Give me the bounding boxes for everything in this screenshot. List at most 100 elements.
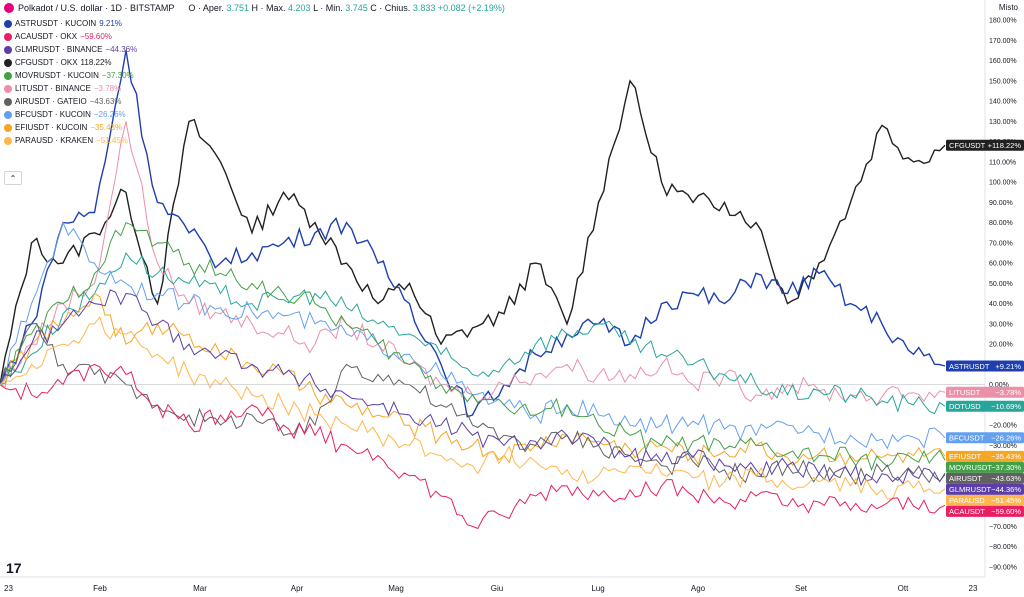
coin-icon [4, 110, 12, 119]
series-tag: ASTRUSDT +9.21% [946, 360, 1024, 372]
series-tag-value: +118.22% [988, 141, 1022, 150]
legend-item[interactable]: MOVRUSDT · KUCOIN −37.30% [4, 69, 137, 82]
legend-item[interactable]: GLMRUSDT · BINANCE −44.36% [4, 43, 137, 56]
series-tag-name: PARAUSD [949, 496, 985, 505]
series-tag-name: ASTRUSDT [949, 362, 990, 371]
chevron-up-icon: ⌃ [9, 173, 17, 183]
y-tick-label: 90.00% [989, 200, 1013, 207]
high-label: H · Max. [251, 3, 286, 13]
polkadot-icon [4, 3, 14, 13]
series-line-dotusd[interactable] [0, 251, 946, 415]
series-end-tags: CFGUSDT +118.22% ASTRUSDT +9.21% LITUSDT −3.7… [946, 139, 1024, 517]
open-label: O · Aper. [188, 3, 224, 13]
coin-icon [4, 19, 12, 28]
coin-icon [4, 71, 12, 80]
high-value: 4.203 [288, 3, 311, 13]
series-line-cfgusdt[interactable] [0, 79, 946, 385]
legend-value: −37.30% [101, 71, 134, 80]
y-tick-label: 140.00% [989, 99, 1017, 106]
legend-label: GLMRUSDT · BINANCE [15, 45, 103, 54]
y-tick-label: 30.00% [989, 321, 1013, 328]
time-axis[interactable]: 23 Feb Mar Apr Mag Giu Lug Ago Set Ott 23 [4, 584, 978, 593]
series-line-litusdt[interactable] [0, 121, 946, 407]
legend-item[interactable]: CFGUSDT · OKX 118.22% [4, 56, 137, 69]
series-tag: CFGUSDT +118.22% [946, 139, 1024, 151]
series-tag-bg [946, 461, 1024, 473]
legend-item[interactable]: LITUSDT · BINANCE −3.78% [4, 82, 137, 95]
coin-icon [4, 45, 12, 54]
series-line-astrusdt[interactable] [0, 50, 946, 418]
series-tag-value: −10.69% [991, 402, 1021, 411]
legend-value: 9.21% [99, 19, 122, 28]
scale-mode-label[interactable]: Misto [998, 3, 1018, 12]
legend-label: CFGUSDT · OKX [15, 58, 78, 67]
series-tag-name: CFGUSDT [949, 141, 986, 150]
legend-item[interactable]: BFCUSDT · KUCOIN −26.26% [4, 108, 137, 121]
legend-item[interactable]: ACAUSDT · OKX −59.60% [4, 30, 137, 43]
series-tag: MOVRUSDT −37.30% [946, 461, 1024, 473]
series-tag-bg [946, 450, 1024, 462]
legend-value: −26.26% [93, 110, 126, 119]
series-tag-bg [946, 483, 1024, 495]
series-line-movrusdt[interactable] [0, 221, 946, 472]
series-tag-bg [946, 494, 1024, 506]
y-tick-label: 150.00% [989, 78, 1017, 85]
x-tick-label: Ott [898, 584, 909, 593]
legend-item[interactable]: EFIUSDT · KUCOIN −35.43% [4, 121, 137, 134]
series-line-glmrusdt[interactable] [0, 289, 946, 487]
x-tick-label: Lug [591, 584, 604, 593]
y-tick-label: 160.00% [989, 58, 1017, 65]
x-tick-label: Ago [691, 584, 706, 593]
coin-icon [4, 136, 12, 145]
legend-label: ASTRUSDT · KUCOIN [15, 19, 97, 28]
y-tick-label: −80.00% [989, 544, 1017, 551]
series-line-efiusdt[interactable] [0, 292, 946, 467]
symbol-title[interactable]: Polkadot / U.S. dollar · 1D · BITSTAMP [18, 3, 175, 13]
series-tag-name: EFIUSDT [949, 452, 982, 461]
open-value: 3.751 [226, 3, 249, 13]
series-tag: EFIUSDT −35.43% [946, 450, 1024, 462]
series-tag-bg [946, 432, 1024, 444]
legend-value: 118.22% [80, 58, 112, 67]
y-tick-label: −70.00% [989, 524, 1017, 531]
series-tag-bg [946, 400, 1024, 412]
legend-item[interactable]: PARAUSD · KRAKEN −51.45% [4, 134, 137, 147]
legend-label: LITUSDT · BINANCE [15, 84, 91, 93]
series-tag-value: −59.60% [991, 507, 1021, 516]
series-tag-name: GLMRUSDT [949, 485, 992, 494]
series-line-acausdt[interactable] [0, 363, 946, 530]
low-value: 3.745 [345, 3, 368, 13]
x-tick-label: 23 [969, 584, 978, 593]
series-lines [0, 50, 946, 530]
series-tag-value: −44.36% [991, 485, 1021, 494]
y-tick-label: −30.00% [989, 443, 1017, 450]
x-tick-label: 23 [4, 584, 13, 593]
series-line-parausd[interactable] [0, 316, 946, 500]
x-tick-label: Mag [388, 584, 404, 593]
series-tag-value: −35.43% [991, 452, 1021, 461]
legend-label: ACAUSDT · OKX [15, 32, 78, 41]
x-tick-label: Feb [93, 584, 107, 593]
series-tag-name: MOVRUSDT [949, 463, 992, 472]
close-value: 3.833 [412, 3, 436, 13]
series-tag-bg [946, 472, 1024, 484]
collapse-legend-button[interactable]: ⌃ [4, 171, 22, 185]
legend-label: BFCUSDT · KUCOIN [15, 110, 91, 119]
y-tick-label: 60.00% [989, 261, 1013, 268]
y-tick-label: 0.00% [989, 382, 1009, 389]
series-tag-name: AIRUSDT [949, 474, 982, 483]
series-tag: ACAUSDT −59.60% [946, 505, 1024, 517]
compare-legend: ASTRUSDT · KUCOIN 9.21% ACAUSDT · OKX −59.6… [4, 17, 137, 147]
legend-value: −59.60% [80, 32, 112, 41]
series-line-airusdt[interactable] [0, 322, 946, 486]
legend-item[interactable]: ASTRUSDT · KUCOIN 9.21% [4, 17, 137, 30]
legend-item[interactable]: AIRUSDT · GATEIO −43.63% [4, 95, 137, 108]
y-tick-label: −20.00% [989, 423, 1017, 430]
chart-header: Polkadot / U.S. dollar · 1D · BITSTAMP O… [4, 3, 505, 13]
legend-label: MOVRUSDT · KUCOIN [15, 71, 99, 80]
series-tag-value: +9.21% [995, 362, 1021, 371]
y-tick-label: 20.00% [989, 342, 1013, 349]
tradingview-logo[interactable]: 17 [6, 560, 22, 576]
series-tag-value: −43.63% [991, 474, 1021, 483]
